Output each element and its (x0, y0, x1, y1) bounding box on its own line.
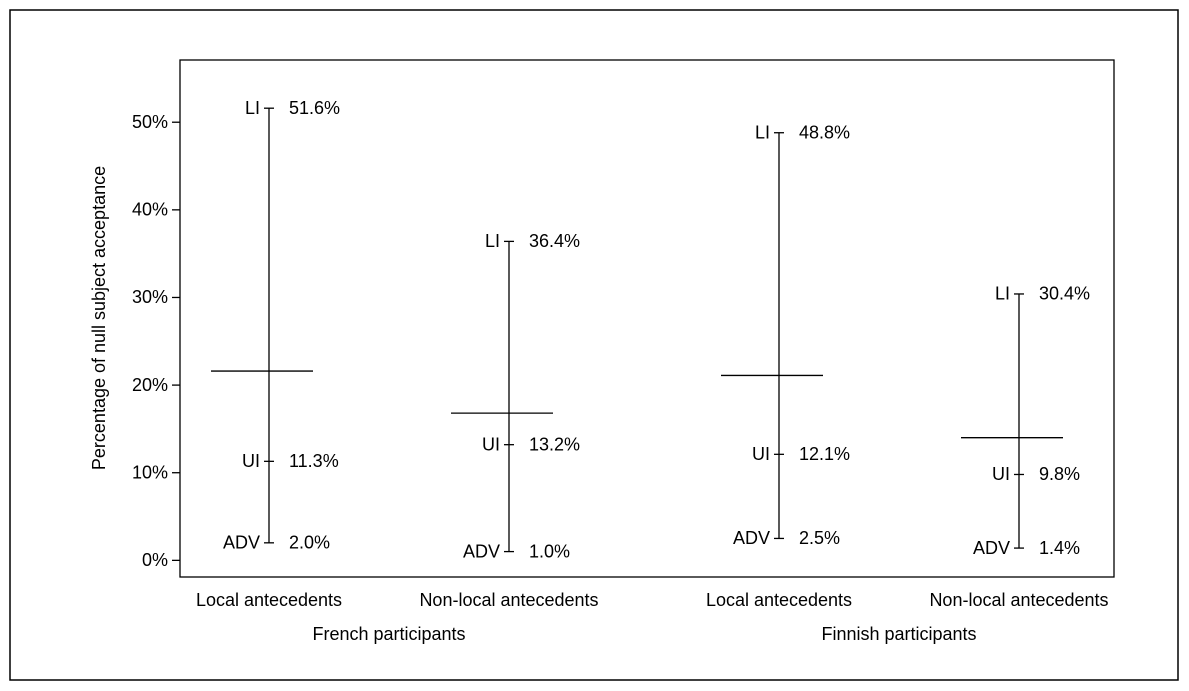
point-name: ADV (973, 538, 1010, 558)
value-label: 30.4% (1039, 284, 1090, 304)
y-tick-label: 50% (132, 112, 168, 132)
value-label: 2.0% (289, 533, 330, 553)
y-tick-label: 40% (132, 200, 168, 220)
point-name: UI (752, 444, 770, 464)
point-name: LI (485, 231, 500, 251)
x-tick-label: Non-local antecedents (419, 590, 598, 610)
y-axis-label: Percentage of null subject acceptance (89, 166, 109, 470)
point-name: LI (245, 98, 260, 118)
value-label: 13.2% (529, 434, 580, 454)
value-label: 36.4% (529, 231, 580, 251)
point-name: LI (755, 122, 770, 142)
group-label: French participants (312, 624, 465, 644)
y-tick-label: 20% (132, 375, 168, 395)
y-tick-label: 0% (142, 550, 168, 570)
point-name: LI (995, 284, 1010, 304)
frame (9, 9, 1179, 681)
value-label: 48.8% (799, 122, 850, 142)
point-name: ADV (733, 528, 770, 548)
point-name: UI (992, 464, 1010, 484)
point-name: UI (482, 434, 500, 454)
value-label: 12.1% (799, 444, 850, 464)
value-label: 1.0% (529, 541, 570, 561)
value-label: 2.5% (799, 528, 840, 548)
y-tick-label: 30% (132, 287, 168, 307)
value-label: 11.3% (289, 451, 339, 471)
x-tick-label: Local antecedents (706, 590, 852, 610)
plot-box (179, 59, 1115, 578)
group-label: Finnish participants (821, 624, 976, 644)
point-name: ADV (463, 541, 500, 561)
value-label: 51.6% (289, 98, 340, 118)
y-tick-label: 10% (132, 462, 168, 482)
point-name: UI (242, 451, 260, 471)
value-label: 1.4% (1039, 538, 1080, 558)
point-name: ADV (223, 533, 260, 553)
x-tick-label: Local antecedents (196, 590, 342, 610)
x-tick-label: Non-local antecedents (929, 590, 1108, 610)
value-label: 9.8% (1039, 464, 1080, 484)
